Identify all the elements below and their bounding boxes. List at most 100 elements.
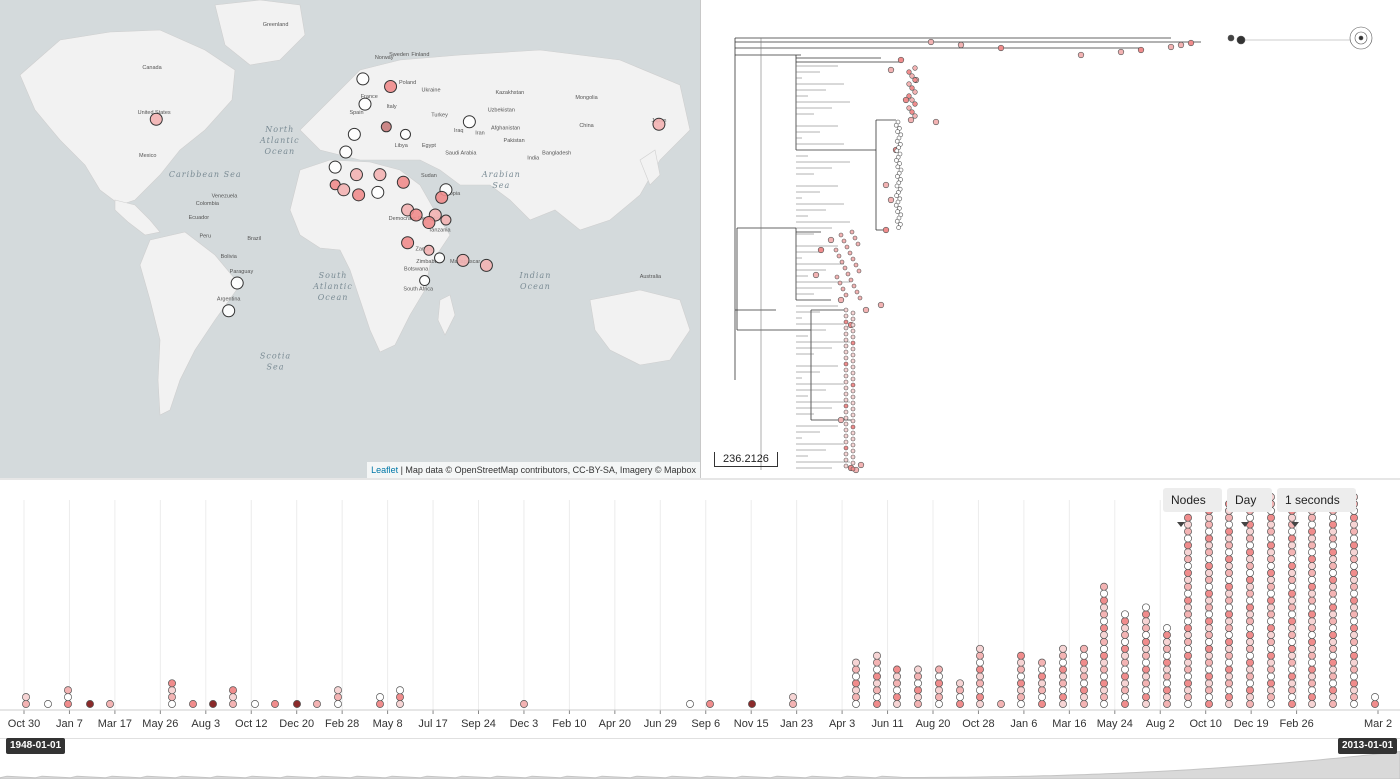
timeline-node[interactable] xyxy=(1225,617,1233,626)
tree-node[interactable] xyxy=(827,236,835,244)
timeline-node[interactable] xyxy=(1080,700,1088,708)
tree-node[interactable] xyxy=(850,460,856,466)
timeline-node[interactable] xyxy=(1225,658,1233,667)
timeline-node[interactable] xyxy=(1350,548,1358,557)
timeline-node[interactable] xyxy=(1205,562,1213,570)
timeline-chart[interactable] xyxy=(0,480,1400,738)
timeline-node[interactable] xyxy=(1225,548,1233,557)
timeline-node[interactable] xyxy=(1142,644,1150,653)
tree-node[interactable] xyxy=(850,418,856,424)
timeline-node[interactable] xyxy=(1329,582,1337,591)
timeline-node[interactable] xyxy=(1225,534,1233,543)
tree-node[interactable] xyxy=(850,364,856,370)
timeline-node[interactable] xyxy=(1350,686,1358,695)
tree-node[interactable] xyxy=(850,448,856,454)
tree-node[interactable] xyxy=(843,373,849,379)
tree-node[interactable] xyxy=(894,218,900,224)
timeline-node[interactable] xyxy=(1329,513,1337,522)
timeline-node[interactable] xyxy=(1121,637,1129,646)
timeline-node[interactable] xyxy=(1225,603,1233,612)
tree-node[interactable] xyxy=(850,394,856,400)
timeline-node[interactable] xyxy=(1329,527,1337,536)
timeline-node[interactable] xyxy=(1267,700,1275,708)
tree-node[interactable] xyxy=(850,328,856,334)
timeline-node[interactable] xyxy=(935,665,943,674)
tree-node[interactable] xyxy=(843,313,849,319)
timeline-node[interactable] xyxy=(1038,665,1046,674)
tree-node[interactable] xyxy=(839,259,845,265)
tree-node[interactable] xyxy=(895,164,901,170)
timeline-node[interactable] xyxy=(1308,700,1316,708)
timeline-node[interactable] xyxy=(1329,541,1337,550)
timeline-node[interactable] xyxy=(1205,700,1213,708)
tree-node[interactable] xyxy=(850,316,856,322)
timeline-node[interactable] xyxy=(1329,610,1337,619)
timeline-node[interactable] xyxy=(1100,658,1108,667)
timeline-node[interactable] xyxy=(1267,658,1275,667)
tree-node[interactable] xyxy=(912,89,918,95)
timeline-node[interactable] xyxy=(1184,568,1192,577)
location-marker[interactable] xyxy=(371,185,385,199)
timeline-node[interactable] xyxy=(168,686,176,695)
timeline-node[interactable] xyxy=(748,700,756,708)
tree-node[interactable] xyxy=(857,461,865,469)
timeline-node[interactable] xyxy=(1225,541,1233,550)
timeline-node[interactable] xyxy=(1308,603,1316,612)
timeline-node[interactable] xyxy=(1288,582,1296,591)
tree-node[interactable] xyxy=(894,138,900,144)
timeline-node[interactable] xyxy=(1308,637,1316,646)
timeline-node[interactable] xyxy=(1288,589,1296,598)
tree-node[interactable] xyxy=(855,241,861,247)
timeline-node[interactable] xyxy=(1288,617,1296,626)
timeline-node[interactable] xyxy=(976,665,984,674)
location-marker[interactable] xyxy=(384,79,398,93)
timeline-node[interactable] xyxy=(1329,603,1337,612)
tree-node[interactable] xyxy=(850,256,856,262)
timeline-node[interactable] xyxy=(1121,672,1129,681)
timeline-node[interactable] xyxy=(1329,534,1337,543)
tree-node[interactable] xyxy=(838,232,844,238)
timeline-node[interactable] xyxy=(1329,568,1337,577)
timeline-node[interactable] xyxy=(873,665,881,674)
timeline-node[interactable] xyxy=(1288,651,1296,660)
timeline-node[interactable] xyxy=(1100,617,1108,626)
timeline-node[interactable] xyxy=(1205,520,1213,529)
timeline-node[interactable] xyxy=(1267,534,1275,543)
timeline-node[interactable] xyxy=(1308,624,1316,633)
timeline-node[interactable] xyxy=(1267,665,1275,674)
timeline-node[interactable] xyxy=(1100,589,1108,598)
timeline-node[interactable] xyxy=(1142,693,1150,702)
timeline-node[interactable] xyxy=(1142,658,1150,667)
tree-node[interactable] xyxy=(843,331,849,337)
timeline-node[interactable] xyxy=(1184,658,1192,667)
timeline-node[interactable] xyxy=(1142,617,1150,626)
tree-node[interactable] xyxy=(843,433,849,439)
timeline-node[interactable] xyxy=(1205,644,1213,653)
timeline-node[interactable] xyxy=(914,700,922,708)
timeline-node[interactable] xyxy=(1267,548,1275,557)
tree-node[interactable] xyxy=(853,262,859,268)
leaflet-link[interactable]: Leaflet xyxy=(371,465,399,475)
timeline-node[interactable] xyxy=(1246,575,1254,584)
range-end-handle[interactable]: 2013-01-01 xyxy=(1338,738,1398,754)
timeline-node[interactable] xyxy=(976,686,984,695)
timeline-node[interactable] xyxy=(1288,644,1296,653)
timeline-node[interactable] xyxy=(1288,603,1296,612)
timeline-node[interactable] xyxy=(1267,617,1275,626)
speed-select[interactable]: 1 seconds xyxy=(1277,488,1356,528)
timeline-node[interactable] xyxy=(1308,589,1316,598)
timeline-node[interactable] xyxy=(1308,665,1316,674)
timeline-node[interactable] xyxy=(1288,686,1296,695)
tree-node[interactable] xyxy=(894,183,900,189)
timeline-node[interactable] xyxy=(1225,582,1233,591)
timeline-node[interactable] xyxy=(1225,686,1233,695)
timeline-node[interactable] xyxy=(1246,603,1254,612)
timeline-node[interactable] xyxy=(1205,658,1213,667)
timeline-node[interactable] xyxy=(1205,575,1213,584)
timeline-node[interactable] xyxy=(1100,610,1108,619)
timeline-node[interactable] xyxy=(1163,637,1171,646)
timeline-node[interactable] xyxy=(893,672,901,681)
timeline-node[interactable] xyxy=(1225,562,1233,570)
timeline-node[interactable] xyxy=(956,700,964,708)
